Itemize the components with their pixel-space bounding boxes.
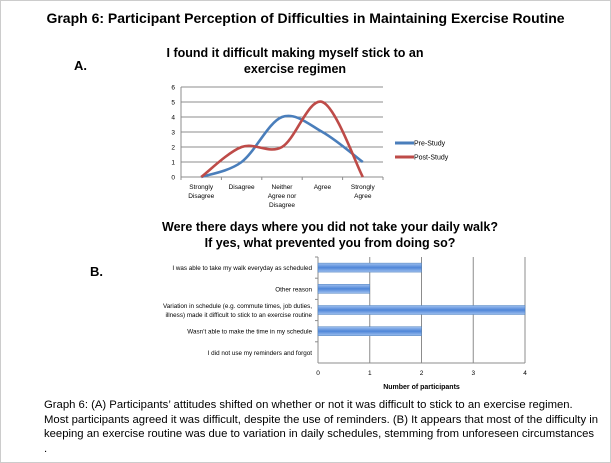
- chart-b-title-line: Were there days where you did not take y…: [162, 220, 498, 234]
- bar: [317, 326, 422, 336]
- y-tick-label: 5: [171, 100, 175, 107]
- x-tick-label: Disagree: [229, 184, 255, 191]
- x-tick-label: Strongly Agree: [351, 184, 376, 200]
- series-line-pre-study: [200, 114, 364, 179]
- caption: Graph 6: (A) Participants’ attitudes shi…: [44, 399, 599, 455]
- x-tick-label: 3: [471, 370, 475, 377]
- x-tick-label: 0: [316, 370, 320, 377]
- x-tick-label: 2: [420, 370, 424, 377]
- figure-title: Graph 6: Participant Perception of Diffi…: [46, 10, 565, 26]
- x-tick-label: Agree: [314, 184, 332, 191]
- chart-b-title-line: If yes, what prevented you from doing so…: [204, 236, 456, 250]
- bar: [317, 305, 526, 315]
- panel-b-label: B.: [90, 264, 103, 279]
- x-tick-label: Strongly Disagree: [188, 184, 214, 200]
- x-tick-label: 4: [523, 370, 527, 377]
- x-axis-title: Number of participants: [383, 384, 460, 391]
- y-tick-label: 1: [171, 160, 175, 167]
- y-tick-label: Wasn’t able to make the time in my sched…: [187, 329, 312, 336]
- y-tick-label: 3: [171, 130, 175, 137]
- y-tick-label: Variation in schedule (e.g. commute time…: [163, 303, 312, 319]
- x-tick-label: Neither Agree nor Disagree: [268, 184, 297, 209]
- y-tick-label: I did not use my reminders and forgot: [208, 350, 313, 357]
- bar: [317, 284, 370, 294]
- panel-a-label: A.: [74, 58, 87, 73]
- y-tick-label: Other reason: [275, 286, 312, 293]
- y-tick-label: 6: [171, 85, 175, 92]
- y-tick-label: 4: [171, 115, 175, 122]
- y-tick-label: 0: [171, 175, 175, 182]
- x-tick-label: 1: [368, 370, 372, 377]
- y-tick-label: 2: [171, 145, 175, 152]
- chart-a-title: I found it difficult making myself stick…: [166, 46, 424, 76]
- legend-label: Post-Study: [414, 155, 449, 162]
- series-line-post-study: [200, 100, 364, 179]
- y-tick-label: I was able to take my walk everyday as s…: [172, 265, 312, 272]
- chart-b-title: Were there days where you did not take y…: [120, 219, 540, 251]
- legend-label: Pre-Study: [414, 141, 446, 148]
- bar: [317, 262, 422, 273]
